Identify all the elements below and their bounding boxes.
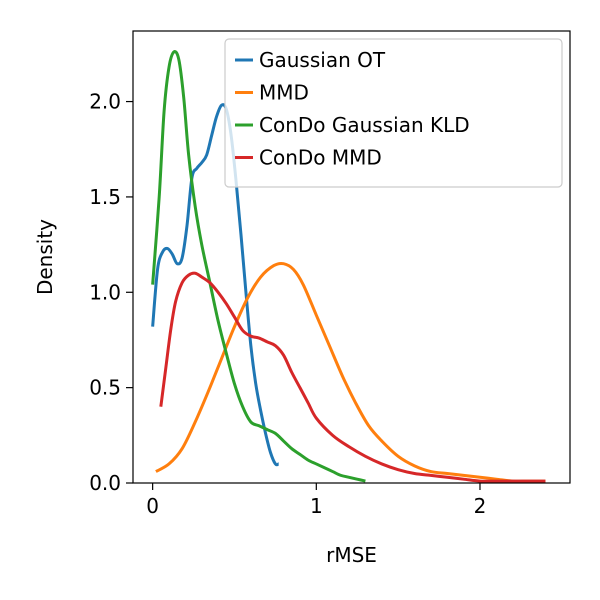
legend-label: Gaussian OT [259, 48, 386, 72]
series-line-4 [159, 271, 546, 483]
x-axis-label: rMSE [326, 543, 377, 567]
y-axis-label: Density [33, 219, 57, 295]
series-line-2 [155, 261, 546, 483]
y-tick-label: 1.5 [89, 185, 121, 209]
legend-label: MMD [259, 81, 309, 105]
plot-lines [151, 50, 546, 483]
y-tick-label: 1.0 [89, 280, 121, 304]
legend-label: ConDo MMD [259, 146, 382, 170]
series-line-3 [151, 50, 366, 483]
legend-box [224, 38, 563, 188]
legend-label: ConDo Gaussian KLD [259, 113, 470, 137]
plot-frame [132, 30, 571, 484]
series-line-1 [151, 103, 280, 467]
x-tick-label: 1 [310, 494, 323, 518]
legend: Gaussian OT MMD ConDo Gaussian KLD ConDo MM… [224, 38, 563, 188]
y-tick-label: 2.0 [89, 90, 121, 114]
y-axis-ticks: 0.0 0.5 1.0 1.5 2.0 [89, 90, 133, 495]
x-tick-label: 2 [474, 494, 487, 518]
x-tick-label: 0 [146, 494, 159, 518]
y-tick-label: 0.5 [89, 376, 121, 400]
y-tick-label: 0.0 [89, 471, 121, 495]
x-axis-ticks: 0 1 2 [146, 483, 486, 518]
